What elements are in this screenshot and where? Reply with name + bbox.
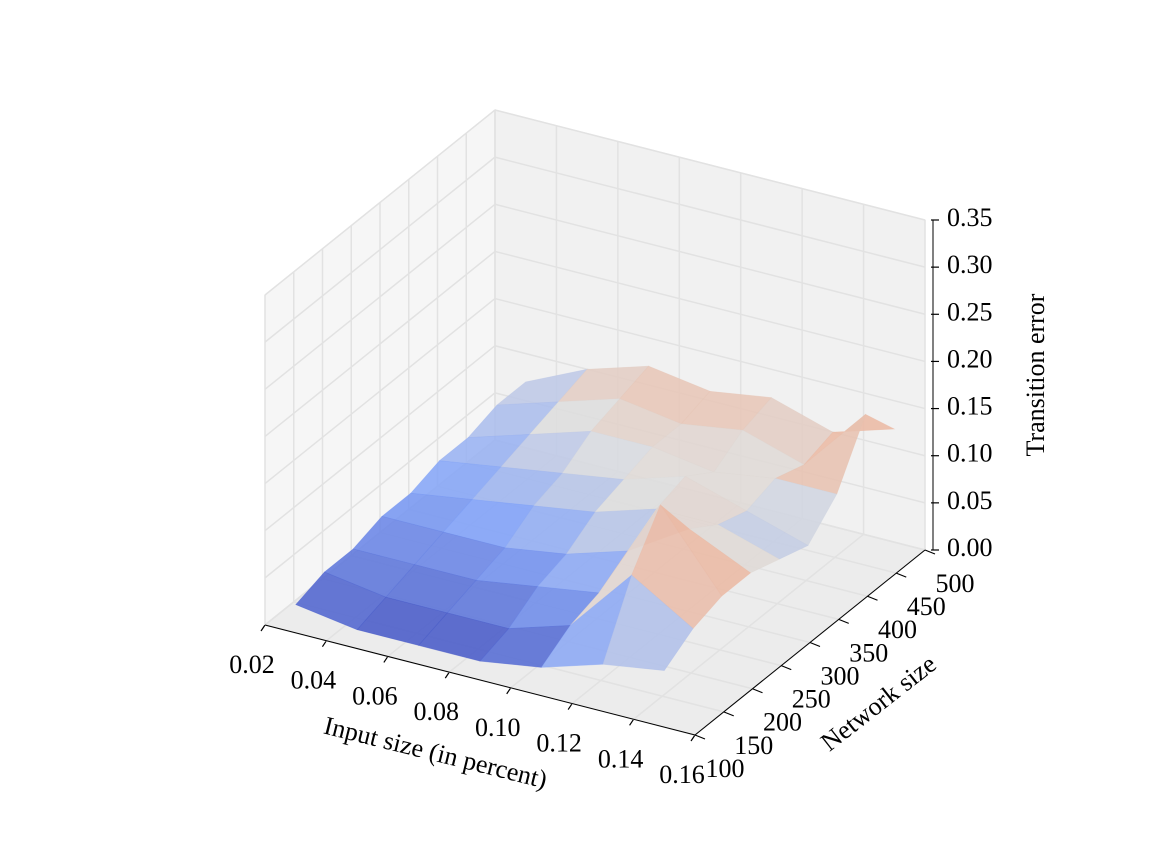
y-tick-label: 300: [821, 661, 860, 690]
y-axis: [694, 549, 926, 736]
tick-mark: [506, 687, 512, 695]
x-tick-label: 0.08: [414, 697, 460, 726]
z-tick-label: 0.25: [947, 297, 993, 326]
tick-mark: [383, 656, 389, 663]
y-tick-label: 200: [763, 708, 802, 737]
grid-line: [494, 297, 926, 410]
y-tick-label: 400: [878, 615, 917, 644]
grid-line: [264, 203, 496, 390]
x-tick-label: 0.02: [229, 650, 275, 679]
tick-mark: [567, 703, 573, 710]
grid-line: [264, 156, 496, 343]
z-tick-label: 0.35: [947, 203, 993, 232]
grid-line: [494, 203, 926, 316]
x-tick-label: 0.12: [536, 729, 582, 758]
x-tick-label: 0.06: [352, 681, 398, 710]
x-tick-label: 0.10: [475, 713, 521, 742]
tick-mark: [924, 549, 936, 555]
tick-mark: [752, 688, 763, 694]
z-tick-label: 0.15: [947, 392, 993, 421]
y-tick-label: 150: [734, 731, 773, 760]
tick-mark: [809, 641, 821, 648]
tick-mark: [867, 595, 878, 601]
x-axis: [264, 624, 696, 736]
tick-mark: [896, 572, 907, 578]
grid-line: [264, 109, 496, 296]
tick-mark: [444, 671, 450, 679]
z-tick-label: 0.20: [947, 344, 993, 373]
tick-mark: [629, 718, 635, 726]
surface-face: [602, 574, 694, 671]
tick-mark: [838, 618, 849, 624]
grid-line: [494, 250, 926, 363]
tick-mark: [260, 624, 266, 632]
grid-line: [264, 250, 496, 438]
grid-line: [264, 297, 496, 485]
z-tick-label: 0.30: [947, 250, 993, 279]
x-tick-label: 0.04: [291, 666, 337, 695]
z-tick-label: 0.05: [947, 486, 993, 515]
grid-line: [264, 392, 496, 579]
x-tick-label: 0.14: [598, 744, 644, 773]
y-tick-label: 350: [849, 638, 888, 667]
x-tick-label: 0.16: [659, 760, 705, 789]
tick-mark: [723, 711, 734, 717]
tick-mark: [781, 665, 792, 671]
z-tick-label: 0.00: [947, 533, 993, 562]
y-tick-label: 500: [936, 569, 975, 598]
y-tick-label: 250: [792, 685, 831, 714]
y-tick-label: 450: [907, 592, 946, 621]
grid-line: [264, 345, 496, 532]
y-tick-label: 100: [706, 754, 745, 783]
tick-mark: [690, 734, 696, 742]
z-tick-label: 0.10: [947, 439, 993, 468]
grid-line: [494, 109, 926, 221]
tick-mark: [321, 640, 327, 648]
z-axis-label: Transition error: [1021, 293, 1050, 456]
grid-line: [494, 156, 926, 268]
tick-mark: [694, 734, 706, 740]
